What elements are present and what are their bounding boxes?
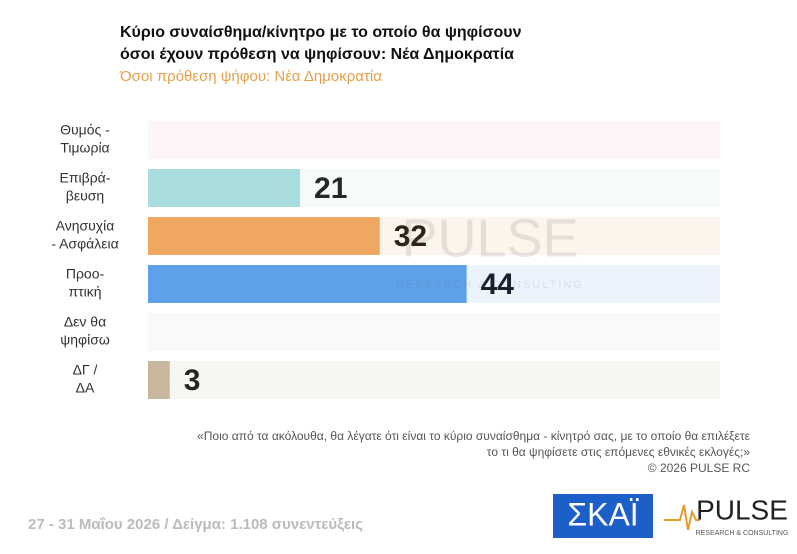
category-label: Προο- (66, 266, 105, 282)
category-label: ΔΓ / (73, 362, 98, 378)
category-label: ΔΑ (76, 380, 95, 396)
value-label: 21 (314, 172, 347, 205)
skai-logo (553, 494, 653, 538)
value-label: 44 (481, 268, 515, 301)
pulse-logo-text: PULSE (696, 494, 788, 525)
category-label: πτική (68, 284, 101, 300)
copyright: © 2026 PULSE RC (648, 461, 751, 475)
row-band (148, 361, 720, 399)
row-band (148, 121, 720, 159)
row-band (148, 313, 720, 351)
row-band (148, 217, 720, 255)
category-label: βευση (66, 188, 104, 204)
category-label: Επιβρά- (60, 170, 111, 186)
category-label: Θυμός - (60, 122, 110, 138)
category-label: Ανησυχία (56, 218, 115, 234)
value-label: 32 (394, 220, 427, 253)
footer: 27 - 31 Μαΐου 2026 / Δείγμα: 1.108 συνεν… (28, 516, 363, 533)
chart-title: όσοι έχουν πρόθεση να ψηφίσουν: Νέα Δημο… (120, 46, 514, 63)
bar (148, 169, 301, 207)
pulse-logo-mark (664, 504, 700, 531)
watermark-text: RESEARCH & CONSULTING (396, 279, 584, 291)
bar (148, 361, 170, 399)
value-label: 3 (184, 364, 201, 397)
row-band (148, 265, 720, 303)
note: το τι θα ψηφίσετε στις επόμενες εθνικές … (487, 445, 751, 459)
category-label: ψηφίσω (60, 332, 110, 348)
watermark-text: PULSE (401, 208, 578, 268)
bar (148, 265, 467, 303)
watermark: PULSE RESEARCH & CONSULTING (396, 208, 584, 291)
pulse-logo-text: RESEARCH & CONSULTING (696, 530, 789, 537)
row-band (148, 169, 720, 207)
chart-title: Κύριο συναίσθημα/κίνητρο με το οποίο θα … (120, 24, 522, 41)
category-label: Δεν θα (64, 314, 106, 330)
category-label: Τιμωρία (60, 140, 109, 156)
note: «Ποιο από τα ακόλουθα, θα λέγατε ότι είν… (197, 429, 751, 443)
bar (148, 217, 380, 255)
chart-subtitle: Όσοι πρόθεση ψήφου: Νέα Δημοκρατία (119, 68, 382, 85)
category-label: - Ασφάλεια (51, 236, 118, 252)
skai-logo-text: ΣΚΑΪ (567, 496, 638, 532)
